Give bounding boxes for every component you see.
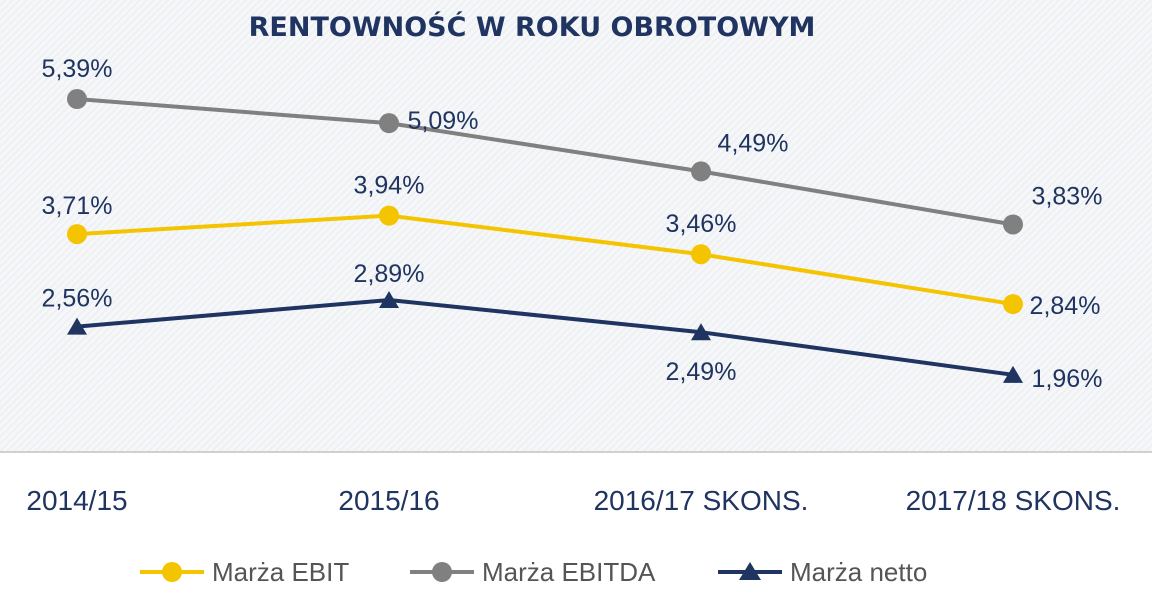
- data-point: [691, 161, 711, 182]
- x-tick-label: 2015/16: [338, 485, 439, 516]
- data-label: 3,94%: [354, 172, 425, 200]
- series-layer: 3,71% 3,94% 3,46% 2,84% 5,39% 5,09% 4,49% 3,83%…: [42, 55, 1103, 393]
- legend-marker: [739, 562, 761, 580]
- series-2: 5,39% 5,09% 4,49% 3,83%: [42, 55, 1103, 235]
- x-axis-ticks: 2014/15 2015/16 2016/17 SKONS. 2017/18 SKON…: [26, 485, 1120, 516]
- legend-label: Marża EBIT: [212, 557, 349, 587]
- data-label: 2,84%: [1030, 292, 1101, 320]
- data-label: 1,96%: [1032, 365, 1103, 393]
- data-point: [691, 244, 711, 265]
- chart-title: RENTOWNOŚĆ W ROKU OBROTOWYM: [249, 11, 816, 43]
- x-tick-label: 2017/18 SKONS.: [906, 485, 1121, 516]
- data-point: [379, 291, 399, 309]
- data-point: [691, 323, 711, 341]
- legend: Marża EBIT Marża EBITDA Marża netto: [140, 557, 927, 587]
- x-tick-label: 2016/17 SKONS.: [594, 485, 809, 516]
- data-label: 2,49%: [666, 358, 737, 386]
- legend-item: Marża EBIT: [140, 557, 349, 587]
- data-label: 3,71%: [42, 192, 113, 220]
- data-label: 3,46%: [666, 210, 737, 238]
- data-label: 5,09%: [408, 107, 479, 135]
- data-point: [67, 89, 87, 110]
- data-point: [379, 113, 399, 134]
- series-line: [76, 213, 1014, 307]
- legend-item: Marża netto: [718, 557, 927, 587]
- data-label: 2,56%: [42, 285, 113, 313]
- x-tick-label: 2014/15: [26, 485, 127, 516]
- data-point: [67, 317, 87, 335]
- data-point: [1003, 365, 1023, 383]
- data-point: [379, 205, 399, 226]
- legend-marker: [432, 562, 452, 582]
- data-point: [1003, 294, 1023, 315]
- data-label: 2,89%: [354, 260, 425, 288]
- data-point: [67, 224, 87, 245]
- data-label: 4,49%: [718, 129, 789, 157]
- series-line: [76, 298, 1014, 377]
- series-3: 2,56% 2,89% 2,49% 1,96%: [42, 260, 1103, 393]
- data-label: 5,39%: [42, 55, 113, 83]
- legend-marker: [162, 562, 182, 582]
- series-1: 3,71% 3,94% 3,46% 2,84%: [42, 172, 1101, 320]
- data-label: 3,83%: [1032, 182, 1103, 210]
- series-line: [76, 97, 1014, 227]
- legend-label: Marża netto: [790, 557, 927, 587]
- legend-label: Marża EBITDA: [482, 557, 656, 587]
- legend-item: Marża EBITDA: [410, 557, 656, 587]
- data-point: [1003, 214, 1023, 235]
